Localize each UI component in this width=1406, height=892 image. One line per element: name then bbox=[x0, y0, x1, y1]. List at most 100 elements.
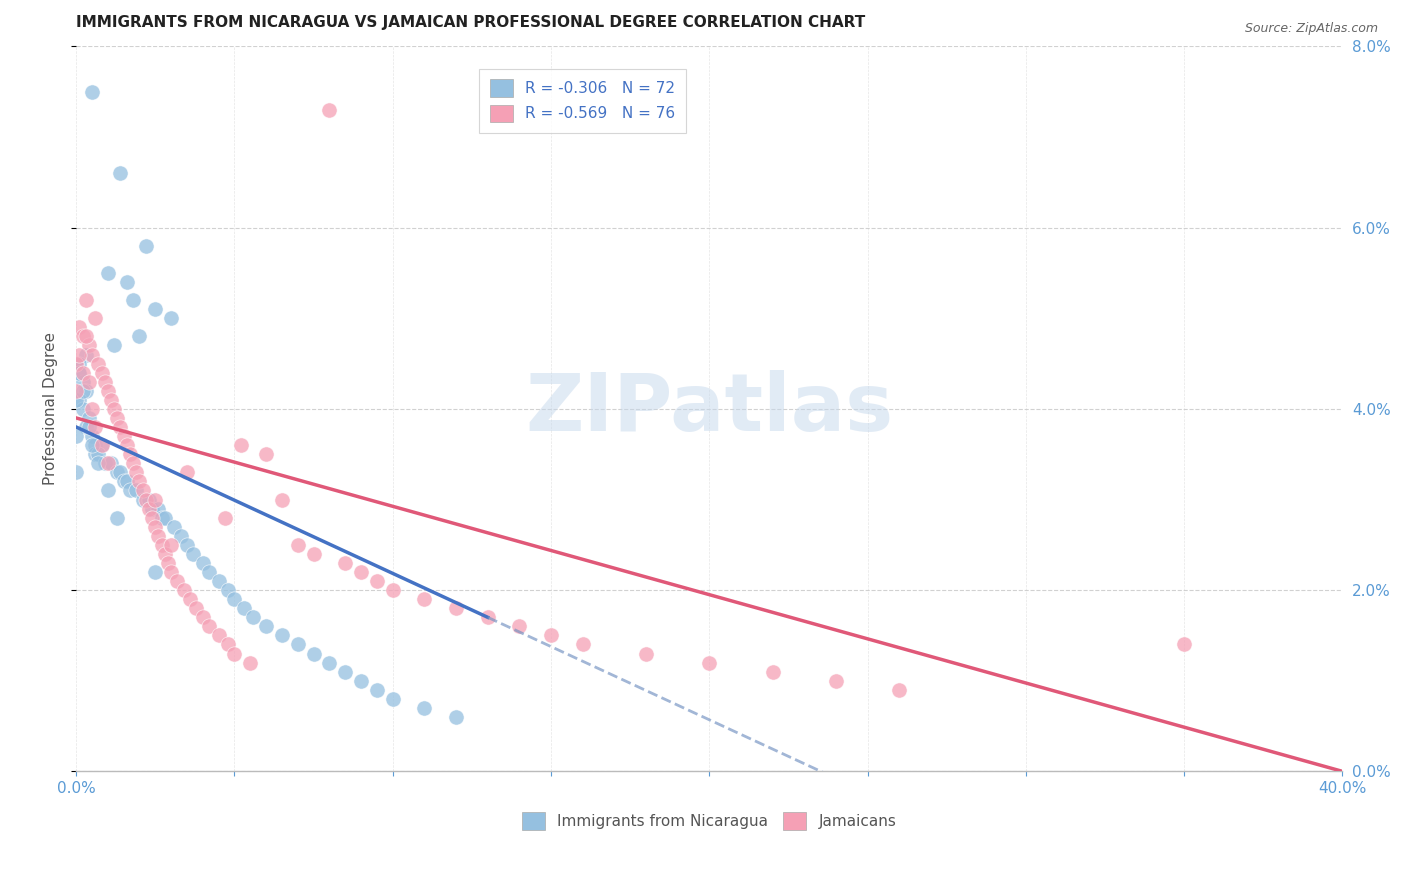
Point bbox=[697, 656, 720, 670]
Point bbox=[103, 401, 125, 416]
Point bbox=[103, 338, 125, 352]
Point bbox=[67, 366, 90, 380]
Point bbox=[93, 375, 115, 389]
Point bbox=[173, 583, 195, 598]
Point bbox=[67, 392, 90, 407]
Point bbox=[65, 357, 87, 371]
Point bbox=[186, 601, 208, 615]
Point bbox=[143, 565, 166, 579]
Point bbox=[287, 538, 309, 552]
Point bbox=[100, 392, 122, 407]
Point bbox=[318, 656, 340, 670]
Point bbox=[381, 691, 404, 706]
Point bbox=[413, 592, 436, 607]
Point bbox=[84, 447, 107, 461]
Point bbox=[1173, 638, 1195, 652]
Point bbox=[198, 619, 221, 633]
Point bbox=[143, 492, 166, 507]
Point bbox=[65, 357, 87, 371]
Point bbox=[65, 466, 87, 480]
Point bbox=[67, 347, 90, 361]
Point bbox=[138, 501, 160, 516]
Point bbox=[97, 456, 120, 470]
Point bbox=[97, 266, 120, 280]
Point bbox=[115, 275, 138, 289]
Point bbox=[65, 392, 87, 407]
Point bbox=[350, 565, 373, 579]
Point bbox=[318, 103, 340, 117]
Point bbox=[93, 456, 115, 470]
Point bbox=[217, 583, 239, 598]
Point bbox=[80, 429, 103, 443]
Point bbox=[148, 529, 170, 543]
Point bbox=[444, 710, 467, 724]
Point bbox=[156, 556, 179, 570]
Point bbox=[122, 293, 145, 308]
Point bbox=[131, 483, 153, 498]
Point bbox=[153, 547, 176, 561]
Point bbox=[571, 638, 593, 652]
Point bbox=[143, 519, 166, 533]
Point bbox=[67, 357, 90, 371]
Text: ZIPatlas: ZIPatlas bbox=[526, 370, 893, 448]
Point bbox=[762, 665, 785, 679]
Point bbox=[271, 492, 294, 507]
Point bbox=[112, 429, 135, 443]
Point bbox=[72, 366, 94, 380]
Point bbox=[302, 647, 325, 661]
Point bbox=[254, 619, 277, 633]
Text: Source: ZipAtlas.com: Source: ZipAtlas.com bbox=[1244, 22, 1378, 36]
Point bbox=[125, 483, 148, 498]
Point bbox=[128, 475, 150, 489]
Point bbox=[110, 166, 132, 180]
Point bbox=[77, 338, 100, 352]
Point bbox=[80, 438, 103, 452]
Point bbox=[233, 601, 256, 615]
Point bbox=[87, 357, 110, 371]
Legend: Immigrants from Nicaragua, Jamaicans: Immigrants from Nicaragua, Jamaicans bbox=[516, 806, 903, 836]
Point bbox=[176, 466, 198, 480]
Point bbox=[115, 475, 138, 489]
Point bbox=[67, 320, 90, 334]
Point bbox=[72, 375, 94, 389]
Point bbox=[239, 656, 262, 670]
Point bbox=[90, 438, 112, 452]
Point bbox=[105, 411, 128, 425]
Point bbox=[141, 501, 163, 516]
Point bbox=[889, 682, 911, 697]
Point bbox=[80, 347, 103, 361]
Text: IMMIGRANTS FROM NICARAGUA VS JAMAICAN PROFESSIONAL DEGREE CORRELATION CHART: IMMIGRANTS FROM NICARAGUA VS JAMAICAN PR… bbox=[76, 15, 866, 30]
Point bbox=[77, 420, 100, 434]
Point bbox=[72, 401, 94, 416]
Point bbox=[72, 384, 94, 398]
Point bbox=[214, 510, 236, 524]
Point bbox=[242, 610, 264, 624]
Point bbox=[217, 638, 239, 652]
Point bbox=[150, 538, 173, 552]
Point bbox=[160, 538, 183, 552]
Point bbox=[508, 619, 530, 633]
Point bbox=[153, 510, 176, 524]
Point bbox=[150, 510, 173, 524]
Point bbox=[75, 384, 97, 398]
Point bbox=[65, 429, 87, 443]
Point bbox=[148, 501, 170, 516]
Point bbox=[540, 628, 562, 642]
Point bbox=[118, 447, 141, 461]
Point bbox=[75, 293, 97, 308]
Point bbox=[135, 492, 157, 507]
Point bbox=[84, 420, 107, 434]
Point bbox=[229, 438, 252, 452]
Point bbox=[207, 574, 229, 588]
Point bbox=[141, 510, 163, 524]
Point bbox=[350, 673, 373, 688]
Point bbox=[118, 483, 141, 498]
Point bbox=[366, 682, 388, 697]
Point bbox=[179, 592, 201, 607]
Point bbox=[477, 610, 499, 624]
Point bbox=[125, 466, 148, 480]
Point bbox=[254, 447, 277, 461]
Point bbox=[634, 647, 657, 661]
Point bbox=[131, 492, 153, 507]
Point bbox=[97, 483, 120, 498]
